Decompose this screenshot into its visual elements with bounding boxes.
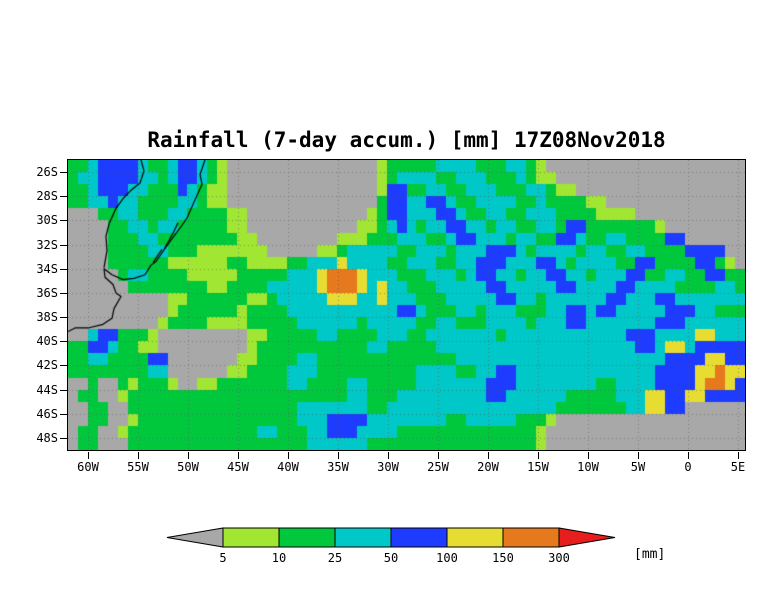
colorbar-level-label: 100 xyxy=(436,551,458,565)
rainfall-heatmap-canvas xyxy=(68,160,745,450)
lat-tick xyxy=(60,365,67,366)
lat-tick xyxy=(60,245,67,246)
colorbar-level-label: 150 xyxy=(492,551,514,565)
lat-tick xyxy=(60,414,67,415)
colorbar-level-label: 10 xyxy=(272,551,286,565)
lat-tick xyxy=(60,172,67,173)
lat-tick-label: 38S xyxy=(36,310,58,324)
lat-tick xyxy=(60,196,67,197)
lon-tick-label: 20W xyxy=(477,460,499,474)
colorbar-segment xyxy=(390,527,448,548)
lat-tick xyxy=(60,269,67,270)
lat-tick-label: 40S xyxy=(36,334,58,348)
lon-tick xyxy=(738,452,739,459)
lat-tick xyxy=(60,438,67,439)
lon-tick xyxy=(288,452,289,459)
lat-tick-label: 26S xyxy=(36,165,58,179)
colorbar-segment xyxy=(502,527,560,548)
colorbar-arrow-low xyxy=(166,527,224,548)
lon-tick xyxy=(338,452,339,459)
lon-tick xyxy=(88,452,89,459)
lat-tick xyxy=(60,293,67,294)
lon-tick-label: 55W xyxy=(127,460,149,474)
lat-tick xyxy=(60,341,67,342)
colorbar-segment xyxy=(446,527,504,548)
colorbar-segment xyxy=(278,527,336,548)
lon-tick-label: 35W xyxy=(327,460,349,474)
colorbar-level-label: 50 xyxy=(384,551,398,565)
lon-tick xyxy=(588,452,589,459)
colorbar-segment xyxy=(222,527,280,548)
lon-tick-label: 45W xyxy=(227,460,249,474)
lat-tick-label: 32S xyxy=(36,238,58,252)
lon-tick xyxy=(188,452,189,459)
lon-tick-label: 0 xyxy=(684,460,692,474)
colorbar-segment xyxy=(334,527,392,548)
map-plot-area xyxy=(67,159,746,451)
lon-tick-label: 60W xyxy=(77,460,99,474)
lon-tick xyxy=(538,452,539,459)
colorbar-arrow-high xyxy=(558,527,616,548)
colorbar-level-label: 5 xyxy=(219,551,226,565)
lon-tick-label: 10W xyxy=(577,460,599,474)
lat-tick-label: 34S xyxy=(36,262,58,276)
lon-tick-label: 25W xyxy=(427,460,449,474)
lon-tick-label: 50W xyxy=(177,460,199,474)
lon-tick-label: 15W xyxy=(527,460,549,474)
colorbar-level-label: 25 xyxy=(328,551,342,565)
lat-tick-label: 28S xyxy=(36,189,58,203)
colorbar-level-label: 300 xyxy=(548,551,570,565)
lat-tick xyxy=(60,220,67,221)
lat-tick xyxy=(60,317,67,318)
lat-tick-label: 30S xyxy=(36,213,58,227)
colorbar-scale: 5 10 25 50 100 150 300 xyxy=(166,527,616,565)
lon-tick xyxy=(638,452,639,459)
lat-tick-label: 48S xyxy=(36,431,58,445)
lon-tick-label: 5W xyxy=(630,460,646,474)
colorbar-unit-label: [mm] xyxy=(634,547,666,562)
lat-tick xyxy=(60,390,67,391)
lat-tick-label: 42S xyxy=(36,358,58,372)
lon-tick xyxy=(688,452,689,459)
lon-tick-label: 5E xyxy=(730,460,746,474)
lon-tick xyxy=(238,452,239,459)
lon-tick xyxy=(438,452,439,459)
lon-tick xyxy=(138,452,139,459)
lat-tick-label: 36S xyxy=(36,286,58,300)
lon-tick xyxy=(488,452,489,459)
chart-title: Rainfall (7-day accum.) [mm] 17Z08Nov201… xyxy=(147,128,666,152)
lon-tick-label: 40W xyxy=(277,460,299,474)
colorbar: 5 10 25 50 100 150 300 xyxy=(166,524,626,566)
lat-tick-label: 46S xyxy=(36,407,58,421)
lon-tick-label: 30W xyxy=(377,460,399,474)
lon-tick xyxy=(388,452,389,459)
lat-tick-label: 44S xyxy=(36,383,58,397)
